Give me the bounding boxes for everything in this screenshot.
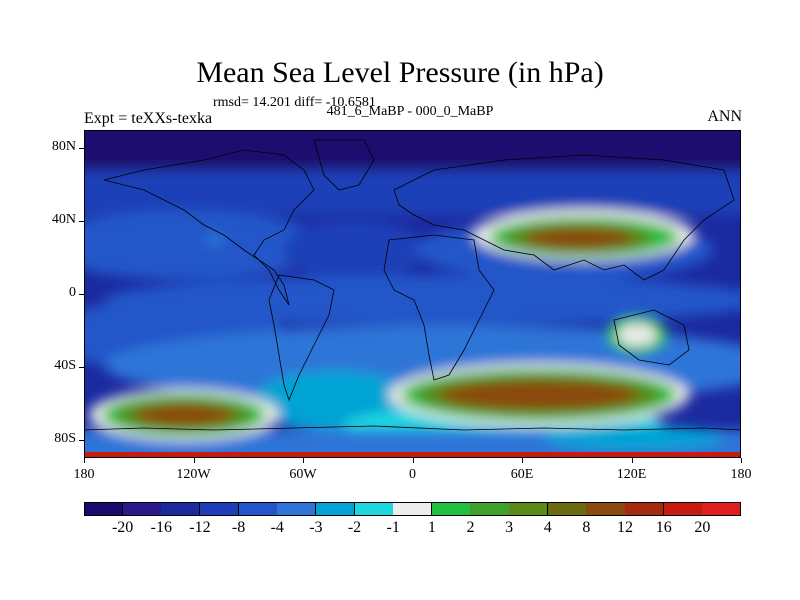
- africa-coast: [383, 234, 495, 381]
- lon-tick-mark: [631, 458, 633, 463]
- colorbar-label: 3: [505, 519, 514, 536]
- colorbar-segment: [84, 502, 124, 516]
- coastlines: [84, 139, 741, 431]
- difference-label: 481_6_MaBP - 000_0_MaBP: [326, 104, 494, 119]
- equatorial-band: [104, 275, 741, 325]
- lat-tick-label: 0: [69, 285, 76, 300]
- lat-tick-mark: [79, 366, 84, 368]
- colorbar-label: 4: [543, 519, 552, 536]
- colorbar-segment: [625, 502, 665, 516]
- colorbar-label: -2: [347, 519, 362, 536]
- colorbar-segment: [586, 502, 626, 516]
- plot-title: Mean Sea Level Pressure (in hPa): [196, 56, 604, 89]
- lat-tick-mark: [79, 148, 84, 150]
- colorbar-frame: [84, 502, 741, 516]
- eurasia-coast: [393, 154, 735, 281]
- lon-tick-label: 60W: [289, 467, 317, 482]
- lat-tick-label: 40N: [51, 212, 76, 228]
- north-atlantic-spot: [204, 234, 224, 246]
- colorbar-segment: [122, 502, 162, 516]
- pressure-map: [84, 130, 741, 458]
- atlantic-band: [284, 220, 424, 280]
- colorbar-label: -8: [231, 519, 246, 536]
- stats-label: rmsd= 14.201 diff= -10.6581: [213, 95, 376, 110]
- lon-tick-label: 120E: [616, 467, 647, 482]
- lon-tick-mark: [84, 458, 85, 463]
- colorbar-segment: [354, 502, 394, 516]
- lon-tick-mark: [741, 458, 742, 463]
- lat-tick-mark: [79, 439, 84, 441]
- colorbar-label: 20: [694, 519, 711, 536]
- colorbar-segment: [431, 502, 471, 516]
- pacific-high-core: [134, 404, 234, 426]
- colorbar-segment: [277, 502, 317, 516]
- lon-tick-mark: [303, 458, 304, 463]
- antarctic-low: [544, 426, 724, 450]
- lon-tick-label: 180: [730, 467, 752, 482]
- south-america-coast: [268, 274, 335, 402]
- colorbar-label: -20: [111, 519, 134, 536]
- colorbar-label: -4: [270, 519, 284, 536]
- colorbar-segment: [315, 502, 356, 516]
- lon-tick-label: 0: [409, 467, 416, 482]
- experiment-label: Expt = teXXs-texka: [84, 110, 213, 127]
- colorbar-label: -3: [309, 519, 323, 536]
- colorbar-label: 16: [655, 519, 672, 536]
- southern-edge: [84, 452, 741, 458]
- asia-high-core: [524, 227, 634, 249]
- lon-tick-mark: [193, 458, 195, 463]
- lat-tick-label: 80N: [51, 139, 76, 155]
- map-frame: [84, 130, 741, 458]
- lat-tick-mark: [79, 294, 84, 295]
- lon-tick-label: 60E: [510, 467, 534, 482]
- southern-high-core: [439, 380, 639, 410]
- colorbar-label: 12: [617, 519, 634, 536]
- lat-tick-label: 80S: [54, 430, 76, 446]
- colorbar-segment: [199, 502, 240, 516]
- lon-tick-mark: [522, 458, 523, 463]
- north-america-coast: [103, 149, 315, 306]
- pacific-band: [84, 210, 324, 280]
- colorbar-label: 8: [582, 519, 591, 536]
- colorbar-segment: [470, 502, 510, 516]
- colorbar-segment: [547, 502, 587, 516]
- colorbar-segment: [393, 502, 433, 516]
- colorbar-segment: [663, 502, 703, 516]
- colorbar-label: -1: [386, 519, 400, 536]
- colorbar-segment: [509, 502, 549, 516]
- lon-tick-label: 120W: [176, 467, 211, 482]
- colorbar-segment: [161, 502, 201, 516]
- colorbar-label: 1: [427, 519, 436, 536]
- season-label: ANN: [707, 108, 742, 125]
- lon-tick-label: 180: [73, 467, 95, 482]
- colorbar-label: -16: [150, 519, 172, 536]
- antarctica-coast: [84, 425, 741, 431]
- australia-high-core: [617, 324, 657, 346]
- lat-tick-mark: [79, 221, 84, 223]
- colorbar-segment: [238, 502, 278, 516]
- lon-tick-mark: [412, 458, 414, 463]
- australia-coast: [613, 309, 690, 366]
- north-band: [84, 170, 741, 215]
- lat-tick-label: 40S: [54, 357, 76, 373]
- greenland-coast: [313, 139, 375, 191]
- colorbar-label: 2: [466, 519, 475, 536]
- colorbar-label: -12: [189, 519, 211, 536]
